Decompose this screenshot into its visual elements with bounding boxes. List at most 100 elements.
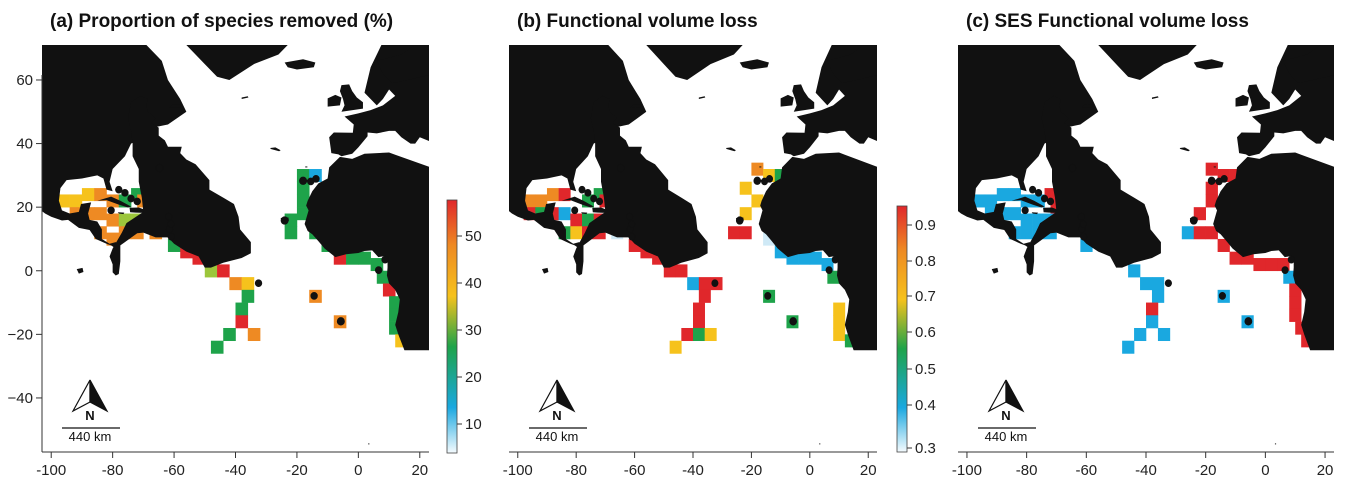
grid-cell (546, 207, 559, 221)
x-tick-label: -80 (102, 462, 124, 479)
colorbar-tick-label: 0.5 (915, 361, 936, 378)
axes: -100 -80 -60 -40 -20 0 20 (952, 451, 1334, 479)
colorbar-tick-label: 0.4 (915, 397, 936, 414)
grid-cell (346, 251, 359, 265)
grid-cell (1265, 258, 1278, 272)
grid-cell (1193, 207, 1206, 221)
colorbar-tick-label: 0.6 (915, 324, 936, 341)
grid-cell (774, 245, 787, 259)
grid-cell (1205, 194, 1218, 208)
grid-cell (675, 264, 688, 278)
north-label: N (85, 408, 94, 423)
scale-bar-label: 440 km (69, 429, 112, 444)
grid-cell (1205, 162, 1218, 176)
grid-cell (235, 302, 249, 316)
x-tick-label: -60 (1075, 462, 1097, 479)
grid-cell (241, 289, 255, 303)
x-tick-label: 20 (411, 462, 428, 479)
grid-cell (1146, 315, 1159, 329)
x-tick-label: -60 (624, 462, 646, 479)
grid-cell (296, 207, 310, 221)
x-tick-label: -100 (36, 462, 66, 479)
y-tick-label: −40 (8, 390, 33, 407)
grid-cell (358, 251, 371, 265)
grid-cell (570, 226, 583, 240)
grid-cell (1140, 277, 1153, 291)
grid-cell (728, 226, 741, 240)
grid-cell (235, 315, 249, 329)
grid-cell (1181, 226, 1195, 240)
grid-cell (698, 289, 711, 303)
grid-cell (1122, 340, 1135, 354)
grid-cell (229, 277, 242, 291)
y-tick-label: −20 (8, 326, 33, 343)
scale-bar-label: 440 km (536, 429, 579, 444)
colorbar: 50 40 30 20 10 (446, 199, 482, 454)
grid-cell (1008, 207, 1021, 221)
grid-cell (1283, 270, 1296, 284)
x-tick-label: -60 (163, 462, 185, 479)
colorbar-tick-label: 0.9 (915, 217, 936, 234)
grid-cell (582, 194, 594, 208)
map-panel-b: (b) Functional volume loss-100 -80 -60 -40-… (503, 11, 936, 479)
colorbar-tick-label: 10 (465, 416, 482, 433)
grid-cell (57, 194, 70, 208)
grid-cell (284, 226, 298, 240)
grid-cell (687, 277, 700, 291)
y-tick-label: 20 (16, 199, 33, 216)
axes: -100 -80 -60 -40 -20 0 20 60 40 20 0 −20 −40 (8, 72, 429, 479)
x-tick-label: 20 (1317, 462, 1334, 479)
grid-cell (984, 194, 998, 208)
grid-cell (582, 213, 594, 227)
panel-title: (c) SES Functional volume loss (966, 11, 1249, 32)
colorbar: 0.9 0.8 0.7 0.6 0.5 0.4 0.3 (896, 205, 936, 457)
scale-bar: 440 km (978, 427, 1036, 444)
grid-cell (69, 194, 83, 208)
x-tick-label: 0 (354, 462, 362, 479)
grid-cell (972, 194, 986, 208)
north-arrow-icon: N (538, 379, 576, 423)
axes: -100 -80 -60 -40 -20 0 20 (503, 451, 877, 479)
grid-cell (821, 258, 834, 272)
grid-cell (693, 327, 705, 342)
x-tick-label: -100 (503, 462, 533, 479)
grid-cell (827, 270, 840, 284)
grid-cell (704, 327, 717, 342)
grid-cell (628, 238, 641, 252)
grid-cell (663, 264, 676, 278)
colorbar-tick-label: 30 (465, 322, 482, 339)
scale-bar-label: 440 km (985, 429, 1028, 444)
grid-cell (1020, 226, 1033, 240)
y-tick-label: 0 (25, 263, 33, 280)
y-tick-label: 40 (16, 136, 33, 153)
grid-cell (774, 169, 787, 183)
x-tick-label: -40 (225, 462, 247, 479)
x-tick-label: -20 (286, 462, 308, 479)
grid-cell (1157, 327, 1171, 342)
grid-cell (247, 327, 261, 342)
scale-bar: 440 km (62, 427, 120, 444)
x-tick-label: 20 (860, 462, 877, 479)
grid-cell (698, 277, 711, 291)
grid-cell (296, 181, 310, 195)
x-tick-label: -80 (1016, 462, 1038, 479)
colorbar-tick-label: 40 (465, 275, 482, 292)
grid-cell (81, 188, 95, 202)
grid-cell (693, 315, 705, 329)
map-area (509, 45, 877, 445)
map-panel-c: (c) SES Functional volume loss -100 -80 -60… (952, 11, 1334, 479)
grid-cell (1289, 296, 1302, 310)
grid-cell (669, 340, 682, 354)
grid-cell (751, 162, 764, 176)
grid-cell (523, 194, 536, 208)
x-tick-label: 0 (806, 462, 814, 479)
x-tick-label: 0 (1261, 462, 1269, 479)
grid-cell (751, 194, 764, 208)
grid-cell (1289, 308, 1302, 322)
grid-cell (1128, 264, 1141, 278)
grid-cell (223, 327, 236, 342)
grid-cell (217, 264, 230, 278)
grid-cell (809, 251, 822, 265)
grid-cell (558, 207, 571, 221)
